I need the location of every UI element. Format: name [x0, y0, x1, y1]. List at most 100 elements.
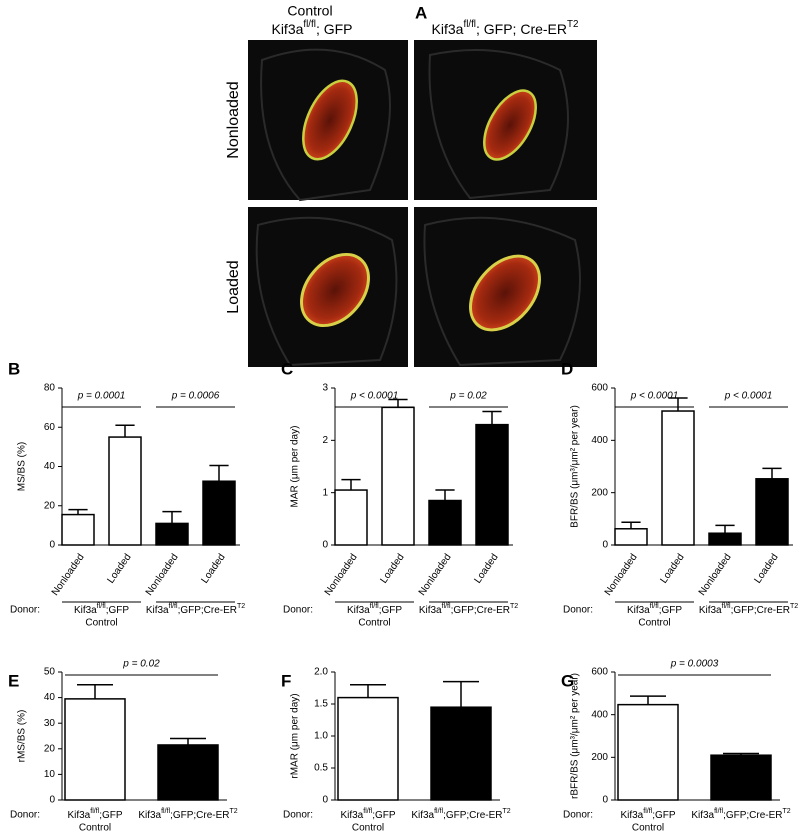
- superscript: fl/fl: [643, 808, 652, 815]
- donor-label: Donor:: [283, 605, 313, 616]
- p-value: p < 0.0001: [724, 391, 773, 402]
- label-part: Kif3a: [432, 21, 464, 37]
- donor-label: Donor:: [10, 810, 40, 821]
- y-tick-label: 1.5: [314, 699, 328, 710]
- y-tick-label: 10: [44, 769, 56, 780]
- label-part: ; GFP; Cre-ER: [476, 21, 567, 37]
- label-part: Kif3a: [691, 810, 714, 821]
- superscript: T2: [567, 19, 578, 30]
- y-tick-label: 40: [44, 461, 56, 472]
- group-label: Kif3afl/fl;GFP: [620, 808, 675, 820]
- superscript: fl/fl: [442, 603, 451, 610]
- label-part: ;GFP;Cre-ER: [723, 810, 782, 821]
- y-tick-label: 400: [591, 709, 608, 720]
- label-part: ;GFP: [652, 810, 676, 821]
- bar: [64, 698, 126, 801]
- label-part: ;GFP;Cre-ER: [178, 605, 237, 616]
- row-label: Nonloaded: [225, 81, 242, 158]
- label-part: Kif3a: [340, 810, 363, 821]
- x-tick-label: Nonloaded: [697, 552, 734, 598]
- bar: [155, 522, 189, 546]
- y-axis-label: rBFR/BS (μm³/μm² per year): [570, 673, 581, 799]
- y-axis-label: MAR (μm per day): [290, 426, 301, 508]
- bar: [708, 532, 742, 546]
- bar: [617, 703, 679, 801]
- x-tick-label: Loaded: [658, 552, 686, 586]
- group-label: Kif3afl/fl;GFP;Cre-ERT2: [146, 603, 245, 615]
- panel-letter: A: [415, 3, 427, 22]
- bar: [475, 423, 509, 546]
- p-value: p = 0.0001: [77, 391, 126, 402]
- y-tick-label: 3: [322, 383, 328, 394]
- y-tick-label: 0.5: [314, 763, 328, 774]
- column-title: Control: [287, 3, 332, 19]
- y-tick-label: 200: [591, 487, 608, 498]
- superscript: fl/fl: [161, 808, 170, 815]
- group-label: Kif3afl/fl;GFP;Cre-ERT2: [699, 603, 798, 615]
- bar: [755, 478, 789, 546]
- micrograph: [414, 40, 597, 200]
- superscript: T2: [790, 603, 798, 610]
- label-part: ;GFP: [99, 810, 123, 821]
- micrograph: [248, 40, 408, 202]
- superscript: fl/fl: [650, 603, 659, 610]
- group-sublabel: Control: [632, 823, 664, 834]
- y-tick-label: 600: [591, 383, 608, 394]
- superscript: T2: [230, 808, 238, 815]
- superscript: fl/fl: [303, 19, 316, 30]
- bar: [202, 480, 236, 546]
- label-part: ;GFP: [106, 605, 130, 616]
- y-tick-label: 1: [322, 487, 328, 498]
- superscript: T2: [237, 603, 245, 610]
- bar: [108, 436, 142, 546]
- micrograph: [248, 207, 408, 367]
- superscript: fl/fl: [169, 603, 178, 610]
- donor-label: Donor:: [563, 810, 593, 821]
- y-tick-label: 20: [44, 743, 56, 754]
- y-tick-label: 200: [591, 752, 608, 763]
- y-tick-label: 20: [44, 500, 56, 511]
- x-tick-label: Nonloaded: [417, 552, 454, 598]
- bar: [430, 706, 492, 801]
- y-axis-label: rMAR (μm per day): [290, 693, 301, 778]
- y-tick-label: 30: [44, 718, 56, 729]
- donor-label: Donor:: [10, 605, 40, 616]
- y-tick-label: 1.0: [314, 731, 328, 742]
- x-tick-label: Nonloaded: [603, 552, 640, 598]
- label-part: Kif3a: [67, 810, 90, 821]
- bar: [61, 513, 95, 546]
- label-part: ;GFP;Cre-ER: [170, 810, 229, 821]
- label-part: Kif3a: [419, 605, 442, 616]
- y-tick-label: 600: [591, 667, 608, 678]
- x-tick-label: Loaded: [472, 552, 500, 586]
- y-tick-label: 0: [322, 540, 328, 551]
- panel-letter: E: [8, 671, 19, 690]
- y-tick-label: 60: [44, 422, 56, 433]
- superscript: T2: [503, 808, 511, 815]
- group-label: Kif3afl/fl;GFP;Cre-ERT2: [411, 808, 510, 820]
- x-tick-label: Loaded: [378, 552, 406, 586]
- y-tick-label: 0: [49, 540, 55, 551]
- x-tick-label: Loaded: [105, 552, 133, 586]
- y-tick-label: 50: [44, 667, 56, 678]
- bar: [157, 744, 219, 801]
- y-tick-label: 0: [49, 795, 55, 806]
- label-part: ;GFP;Cre-ER: [731, 605, 790, 616]
- group-sublabel: Control: [85, 618, 117, 629]
- y-axis-label: BFR/BS (μm³/μm² per year): [570, 405, 581, 528]
- bar: [614, 528, 648, 546]
- group-label: Kif3afl/fl;GFP;Cre-ERT2: [138, 808, 237, 820]
- x-tick-label: Nonloaded: [323, 552, 360, 598]
- y-axis-label: MS/BS (%): [17, 442, 28, 491]
- column-label: Kif3afl/fl; GFP; Cre-ERT2: [432, 19, 579, 37]
- label-part: ;GFP: [379, 605, 403, 616]
- bar: [381, 406, 415, 546]
- group-sublabel: Control: [79, 823, 111, 834]
- label-part: Kif3a: [347, 605, 370, 616]
- x-tick-label: Nonloaded: [50, 552, 87, 598]
- panel-letter: F: [281, 671, 291, 690]
- group-label: Kif3afl/fl;GFP;Cre-ERT2: [691, 808, 790, 820]
- bar: [334, 489, 368, 546]
- bar: [337, 696, 399, 801]
